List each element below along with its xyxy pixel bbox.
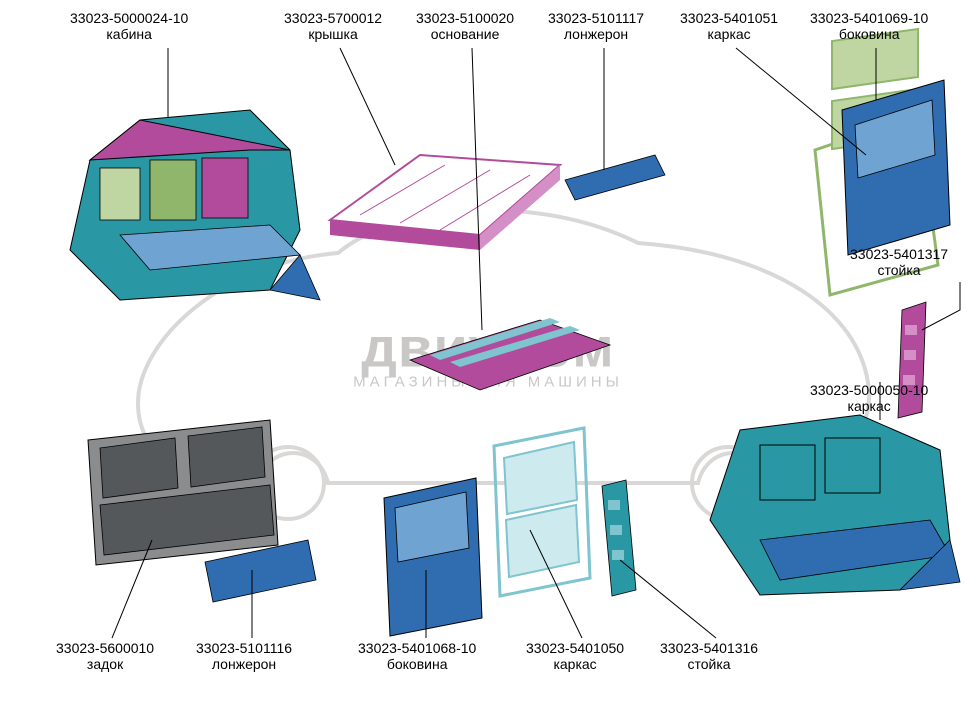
lbl-base-code: 33023-5100020 — [416, 10, 514, 26]
lbl-stoyka-r-code: 33023-5401317 — [850, 246, 948, 262]
watermark-bold: движком — [353, 315, 623, 380]
lbl-base-name: основание — [416, 26, 514, 42]
lbl-lonzh-l: 33023-5101116лонжерон — [196, 640, 292, 672]
lbl-stoyka-r: 33023-5401317стойка — [850, 246, 948, 278]
lbl-stoyka-b-code: 33023-5401316 — [660, 640, 758, 656]
lbl-karkas-b: 33023-5401050каркас — [526, 640, 624, 672]
lbl-base: 33023-5100020основание — [416, 10, 514, 42]
part-karkas-right — [710, 415, 960, 595]
lbl-bokov-l-name: боковина — [358, 656, 476, 672]
lbl-lonzh-r: 33023-5101117лонжерон — [548, 10, 644, 42]
lbl-karkas-b-name: каркас — [526, 656, 624, 672]
lbl-karkas-r: 33023-5000050-10каркас — [810, 382, 928, 414]
watermark-text: движком МАГАЗИНЫ ДЛЯ МАШИНЫ — [353, 315, 623, 391]
lbl-lonzh-r-name: лонжерон — [548, 26, 644, 42]
lbl-karkas-b-code: 33023-5401050 — [526, 640, 624, 656]
lbl-bokov-l-code: 33023-5401068-10 — [358, 640, 476, 656]
watermark-sub: МАГАЗИНЫ ДЛЯ МАШИНЫ — [353, 374, 623, 391]
lbl-cover-code: 33023-5700012 — [284, 10, 382, 26]
lbl-bokov-r-code: 33023-5401069-10 — [810, 10, 928, 26]
lbl-karkas-r-name: каркас — [810, 398, 928, 414]
lbl-zadok-name: задок — [56, 656, 154, 672]
lbl-bokov-r-name: боковина — [810, 26, 928, 42]
lbl-zadok-code: 33023-5600010 — [56, 640, 154, 656]
lbl-karkas-t: 33023-5401051каркас — [680, 10, 778, 42]
lbl-cover: 33023-5700012крышка — [284, 10, 382, 42]
watermark-silhouette — [78, 143, 898, 543]
part-stoyka-bottom — [602, 480, 636, 596]
lbl-lonzh-l-code: 33023-5101116 — [196, 640, 292, 656]
lbl-karkas-r-code: 33023-5000050-10 — [810, 382, 928, 398]
leader-lines — [0, 0, 976, 702]
part-zadok — [88, 420, 278, 565]
part-bokovina-right — [842, 80, 950, 255]
part-base — [410, 318, 610, 390]
lbl-bokov-r: 33023-5401069-10боковина — [810, 10, 928, 42]
part-cabin — [70, 110, 320, 300]
diagram-canvas: движком МАГАЗИНЫ ДЛЯ МАШИНЫ — [0, 0, 976, 702]
lbl-cabin-name: кабина — [70, 26, 188, 42]
lbl-zadok: 33023-5600010задок — [56, 640, 154, 672]
lbl-karkas-t-name: каркас — [680, 26, 778, 42]
part-bokovina-left — [384, 478, 482, 636]
lbl-lonzh-r-code: 33023-5101117 — [548, 10, 644, 26]
part-lonzheron-right — [565, 155, 665, 200]
lbl-cabin-code: 33023-5000024-10 — [70, 10, 188, 26]
lbl-karkas-t-code: 33023-5401051 — [680, 10, 778, 26]
lbl-bokov-l: 33023-5401068-10боковина — [358, 640, 476, 672]
part-roof — [330, 155, 560, 250]
lbl-lonzh-l-name: лонжерон — [196, 656, 292, 672]
lbl-cover-name: крышка — [284, 26, 382, 42]
lbl-stoyka-b: 33023-5401316стойка — [660, 640, 758, 672]
lbl-stoyka-r-name: стойка — [850, 262, 948, 278]
part-lonzheron-left — [205, 540, 316, 602]
lbl-cabin: 33023-5000024-10кабина — [70, 10, 188, 42]
parts-layer — [0, 0, 976, 702]
lbl-stoyka-b-name: стойка — [660, 656, 758, 672]
part-karkas-bottom — [494, 428, 590, 596]
